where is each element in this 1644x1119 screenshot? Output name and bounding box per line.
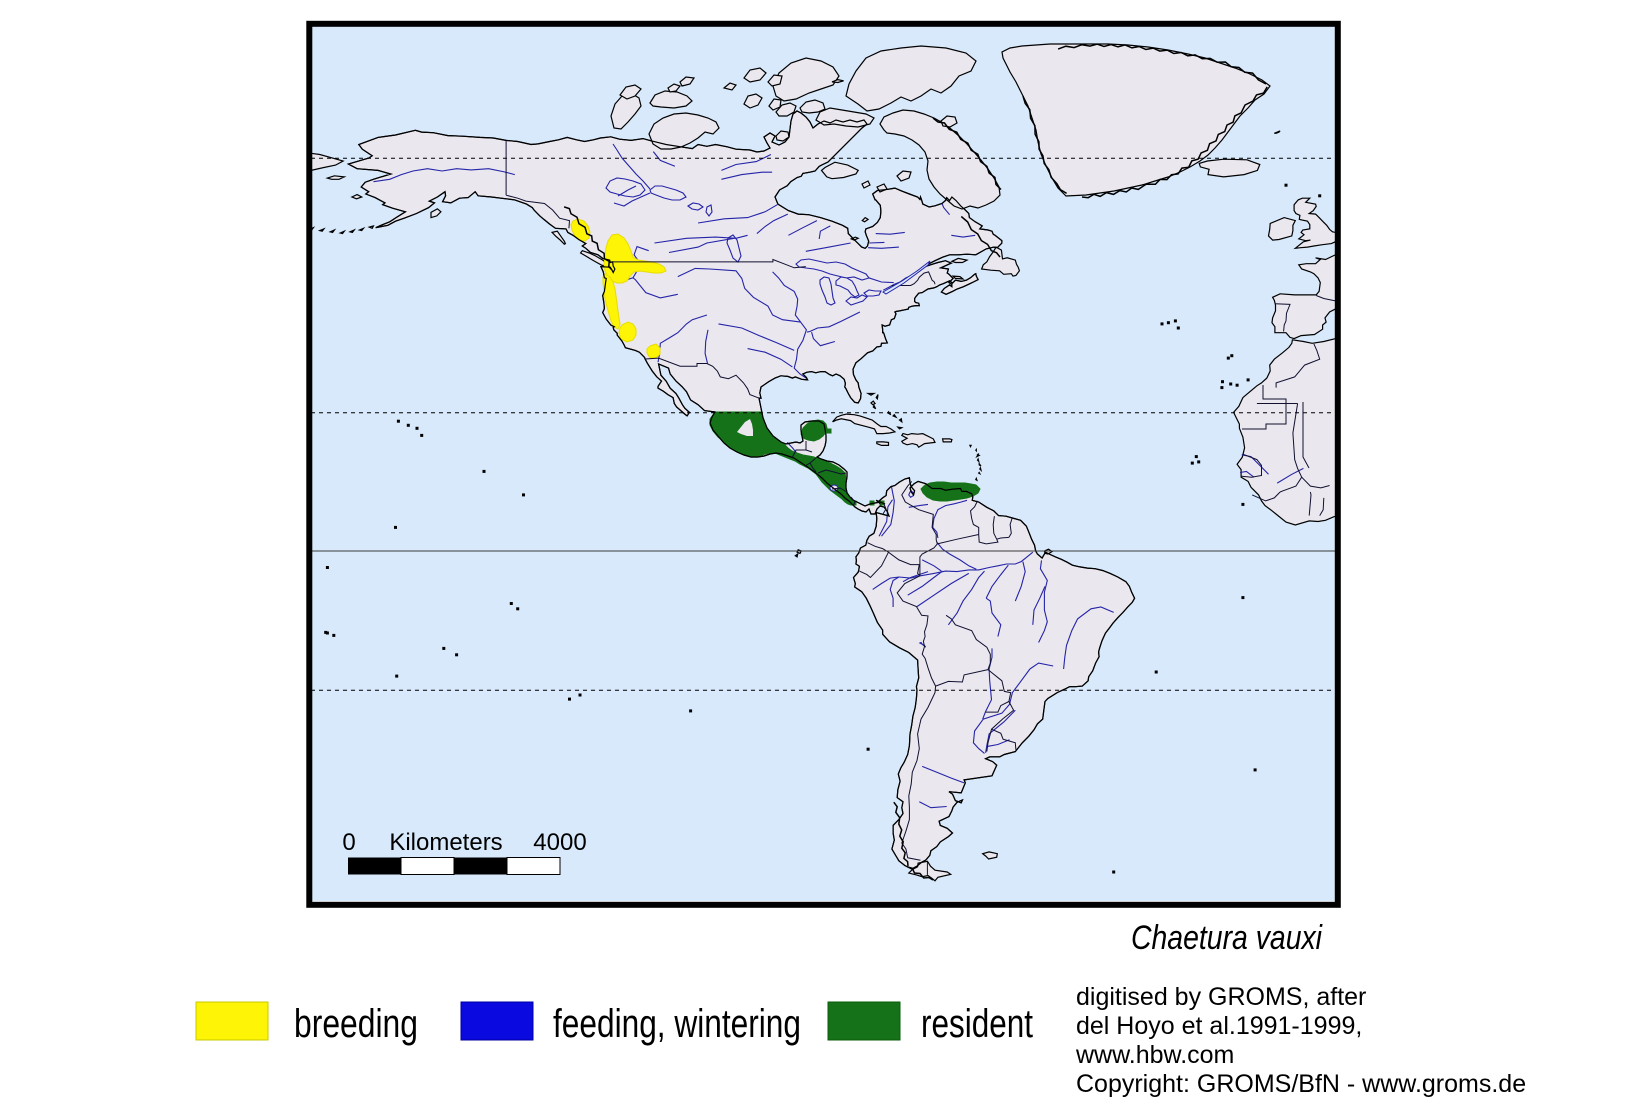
svg-text:Chaetura vauxi: Chaetura vauxi [1131, 919, 1323, 957]
svg-text:feeding, wintering: feeding, wintering [553, 1002, 801, 1046]
svg-text:4000: 4000 [533, 829, 586, 856]
svg-text:breeding: breeding [294, 1002, 418, 1046]
svg-text:Kilometers: Kilometers [389, 829, 502, 856]
svg-text:resident: resident [921, 1002, 1033, 1046]
svg-text:del Hoyo et al.1991-1999,: del Hoyo et al.1991-1999, [1076, 1012, 1362, 1040]
svg-text:www.hbw.com: www.hbw.com [1075, 1041, 1234, 1069]
svg-text:Copyright: GROMS/BfN - www.gro: Copyright: GROMS/BfN - www.groms.de [1076, 1070, 1526, 1098]
svg-text:0: 0 [342, 829, 355, 856]
svg-text:digitised by GROMS, after: digitised by GROMS, after [1076, 983, 1366, 1011]
